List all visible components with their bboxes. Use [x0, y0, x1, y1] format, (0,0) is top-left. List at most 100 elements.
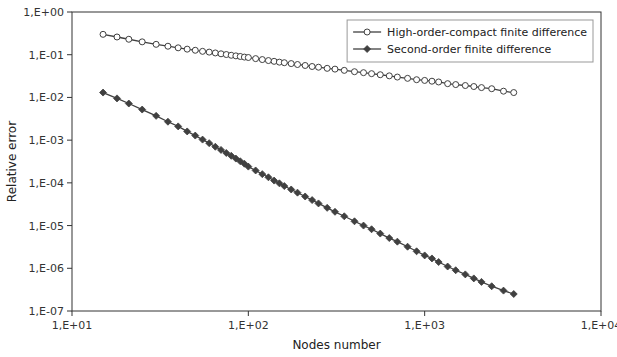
point	[452, 267, 459, 274]
y-tick	[67, 12, 72, 13]
point	[511, 90, 517, 96]
series-line	[103, 93, 514, 294]
point	[100, 89, 107, 96]
point	[488, 283, 495, 290]
x-tick-label: 1,E+02	[228, 319, 269, 332]
point	[212, 50, 218, 56]
y-tick	[67, 225, 72, 226]
point	[324, 204, 331, 211]
y-tick-label: 1,E-07	[29, 305, 64, 318]
legend-marker	[364, 29, 370, 35]
point	[153, 41, 159, 47]
point	[265, 58, 271, 64]
background	[0, 0, 617, 357]
y-tick	[67, 140, 72, 141]
point	[302, 193, 309, 200]
point	[206, 140, 213, 147]
point	[192, 132, 199, 139]
point	[252, 167, 259, 174]
point	[302, 62, 308, 68]
point	[368, 226, 375, 233]
point	[332, 66, 338, 72]
point	[315, 200, 322, 207]
point	[422, 77, 428, 83]
point	[500, 287, 507, 294]
y-tick	[67, 311, 72, 312]
legend-marker	[364, 46, 371, 53]
point	[245, 55, 251, 61]
point	[386, 73, 392, 79]
plot-frame	[72, 12, 601, 311]
legend-label: Second-order finite difference	[387, 43, 551, 56]
point	[114, 95, 121, 102]
point	[405, 75, 411, 81]
point	[126, 36, 132, 42]
y-tick	[67, 268, 72, 269]
point	[139, 106, 146, 113]
point	[206, 49, 212, 55]
x-tick	[424, 311, 425, 316]
series	[100, 89, 518, 297]
point	[259, 57, 265, 63]
point	[324, 65, 330, 71]
x-axis-label: Nodes number	[292, 338, 380, 352]
point	[404, 243, 411, 250]
point	[510, 291, 517, 298]
point	[192, 47, 198, 53]
x-tick-label: 1,E+01	[52, 319, 93, 332]
y-tick-label: 1,E+00	[23, 6, 64, 19]
point	[351, 218, 358, 225]
point	[462, 83, 468, 89]
y-axis-label: Relative error	[5, 121, 19, 202]
x-tick-label: 1,E+03	[404, 319, 445, 332]
chart: 1,E+011,E+021,E+031,E+041,E-071,E-061,E-…	[0, 0, 617, 357]
legend-label: High-order-compact finite difference	[387, 26, 587, 39]
point	[175, 45, 181, 51]
point	[281, 183, 288, 190]
point	[377, 230, 384, 237]
y-tick	[67, 182, 72, 183]
point	[429, 78, 435, 84]
point	[281, 60, 287, 66]
point	[164, 118, 171, 125]
point	[369, 71, 375, 77]
point	[199, 136, 206, 143]
point	[470, 275, 477, 282]
y-tick	[67, 97, 72, 98]
point	[125, 100, 132, 107]
point	[501, 88, 507, 94]
point	[184, 46, 190, 52]
point	[386, 235, 393, 242]
point	[360, 222, 367, 229]
point	[245, 163, 252, 170]
point	[444, 263, 451, 270]
point	[316, 64, 322, 70]
y-tick-label: 1,E-05	[29, 220, 64, 233]
axes: 1,E+011,E+021,E+031,E+041,E-071,E-061,E-…	[23, 6, 617, 332]
point	[288, 61, 294, 67]
point	[421, 252, 428, 259]
point	[377, 72, 383, 78]
y-tick	[67, 54, 72, 55]
legend: High-order-compact finite difference Seco…	[347, 20, 593, 62]
y-tick-label: 1,E-01	[29, 49, 64, 62]
y-tick-label: 1,E-04	[29, 177, 64, 190]
point	[462, 271, 469, 278]
point	[435, 259, 442, 266]
point	[331, 208, 338, 215]
legend-box	[347, 20, 593, 62]
point	[309, 63, 315, 69]
point	[414, 77, 420, 83]
point	[288, 186, 295, 193]
x-tick-label: 1,E+04	[581, 319, 617, 332]
point	[139, 39, 145, 45]
point	[428, 255, 435, 262]
plot-area	[100, 31, 518, 297]
point	[453, 82, 459, 88]
point	[436, 79, 442, 85]
point	[471, 84, 477, 90]
point	[100, 31, 106, 37]
point	[478, 278, 485, 285]
point	[265, 174, 272, 181]
point	[153, 112, 160, 119]
